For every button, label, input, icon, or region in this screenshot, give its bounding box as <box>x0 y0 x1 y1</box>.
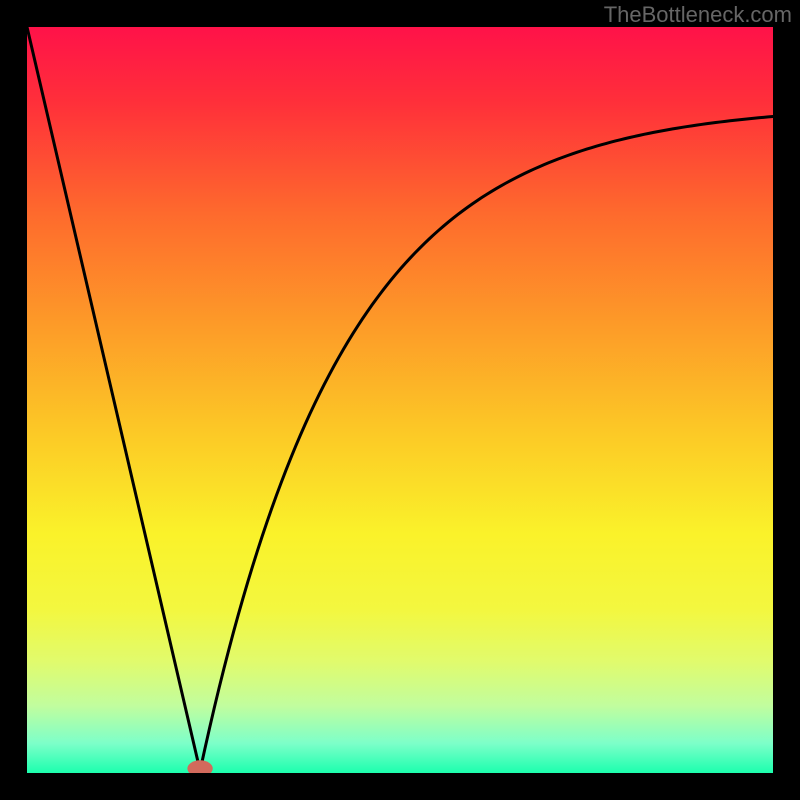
plot-svg <box>27 27 773 773</box>
chart-frame: TheBottleneck.com <box>0 0 800 800</box>
gradient-background <box>27 27 773 773</box>
attribution-text: TheBottleneck.com <box>604 2 792 28</box>
bottleneck-plot <box>27 27 773 773</box>
